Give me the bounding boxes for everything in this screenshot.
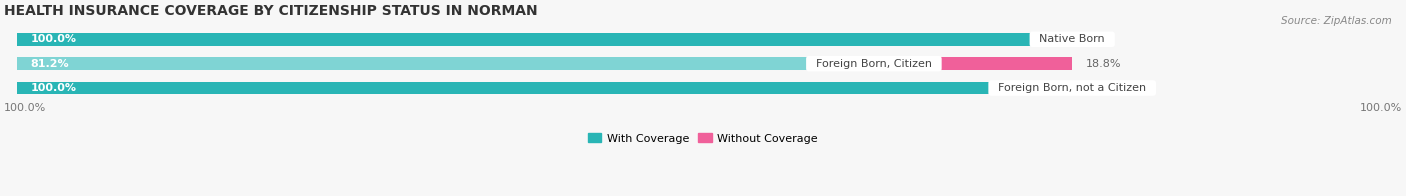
Text: 0.0%: 0.0% (1085, 83, 1114, 93)
Text: Source: ZipAtlas.com: Source: ZipAtlas.com (1281, 16, 1392, 26)
Legend: With Coverage, Without Coverage: With Coverage, Without Coverage (583, 129, 823, 148)
Text: 100.0%: 100.0% (1360, 103, 1402, 113)
Bar (875, 57, 1073, 70)
Text: 100.0%: 100.0% (4, 103, 46, 113)
Bar (17, 82, 1073, 94)
Bar (17, 33, 1073, 46)
Text: HEALTH INSURANCE COVERAGE BY CITIZENSHIP STATUS IN NORMAN: HEALTH INSURANCE COVERAGE BY CITIZENSHIP… (4, 4, 537, 18)
Text: 100.0%: 100.0% (31, 34, 76, 44)
Text: 81.2%: 81.2% (31, 59, 69, 69)
Text: 18.8%: 18.8% (1085, 59, 1121, 69)
Text: 100.0%: 100.0% (31, 83, 76, 93)
Bar (17, 82, 1073, 94)
Bar (17, 33, 1073, 46)
Bar (17, 57, 875, 70)
Text: Foreign Born, not a Citizen: Foreign Born, not a Citizen (991, 83, 1153, 93)
Bar (17, 57, 1073, 70)
Text: 0.0%: 0.0% (1085, 34, 1114, 44)
Text: Foreign Born, Citizen: Foreign Born, Citizen (808, 59, 939, 69)
Text: Native Born: Native Born (1032, 34, 1112, 44)
